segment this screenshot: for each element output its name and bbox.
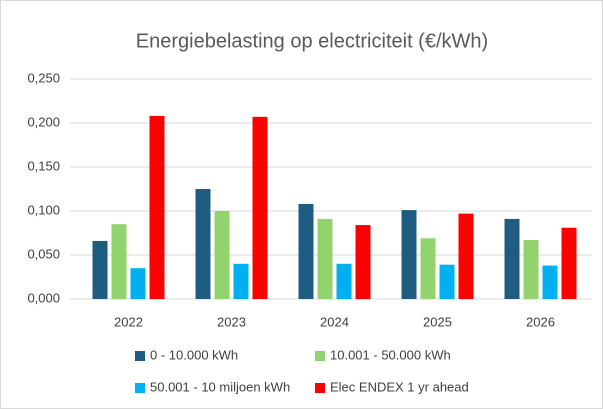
- bar: [504, 218, 520, 299]
- legend-label: 50.001 - 10 miljoen kWh: [150, 379, 290, 394]
- bar: [561, 227, 577, 299]
- legend-label: Elec ENDEX 1 yr ahead: [330, 379, 469, 394]
- bar: [298, 203, 314, 299]
- bar: [111, 224, 127, 299]
- bar: [195, 189, 211, 299]
- x-tick-label: 2026: [526, 314, 555, 329]
- bar: [523, 240, 539, 299]
- x-tick-label: 2023: [217, 314, 246, 329]
- x-tick-label: 2025: [423, 314, 452, 329]
- bar: [401, 210, 417, 299]
- bar: [420, 238, 436, 299]
- legend-swatch: [315, 351, 325, 361]
- bar: [458, 213, 474, 299]
- bar: [214, 211, 230, 299]
- bar: [149, 115, 165, 300]
- bar: [252, 116, 268, 299]
- y-tick-label: 0,150: [27, 158, 60, 173]
- y-tick-label: 0,000: [27, 290, 60, 305]
- y-tick-label: 0,200: [27, 114, 60, 129]
- legend-swatch: [135, 351, 145, 361]
- x-tick-label: 2024: [320, 314, 349, 329]
- x-tick-label: 2022: [114, 314, 143, 329]
- y-tick-label: 0,050: [27, 246, 60, 261]
- chart-title: Energiebelasting op electriciteit (€/kWh…: [136, 30, 488, 52]
- bar: [317, 218, 333, 299]
- legend-swatch: [315, 383, 325, 393]
- bar: [439, 264, 455, 299]
- bar: [542, 265, 558, 299]
- y-tick-label: 0,100: [27, 202, 60, 217]
- legend-label: 0 - 10.000 kWh: [150, 347, 238, 362]
- bar: [233, 263, 249, 299]
- bar: [336, 263, 352, 299]
- legend-label: 10.001 - 50.000 kWh: [330, 347, 451, 362]
- bar: [355, 225, 371, 299]
- y-tick-label: 0,250: [27, 70, 60, 85]
- legend-swatch: [135, 383, 145, 393]
- bar: [130, 268, 146, 299]
- bar: [92, 240, 108, 299]
